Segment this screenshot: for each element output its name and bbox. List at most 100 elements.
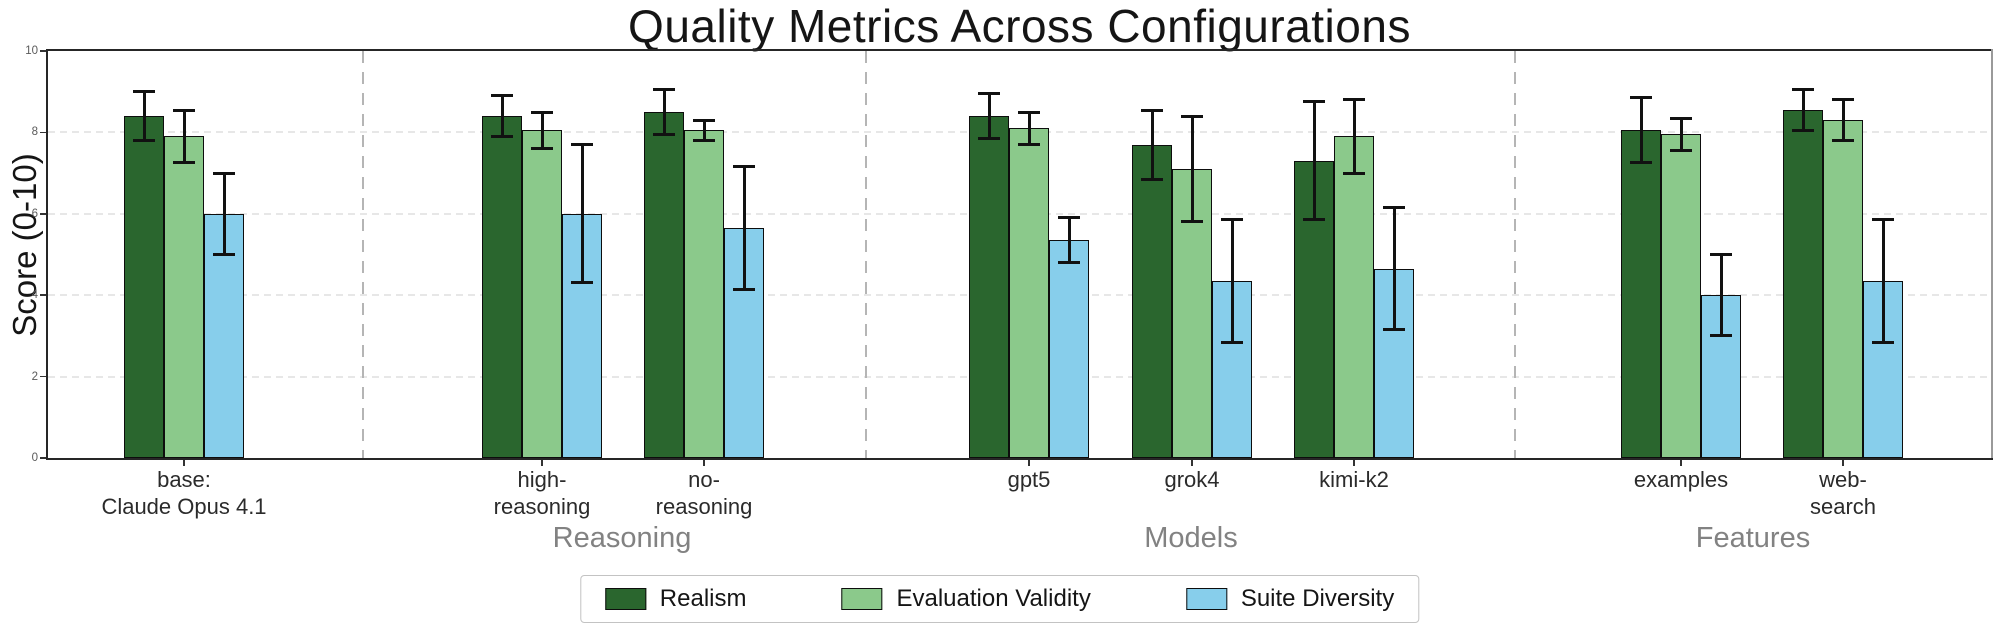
- error-bar-line: [1067, 217, 1071, 263]
- error-bar-cap: [1630, 96, 1652, 100]
- error-bar-line: [1027, 112, 1031, 145]
- x-tick-label: reasoning: [493, 494, 591, 519]
- x-tick-label: base:: [157, 467, 211, 492]
- bar-realism: [124, 116, 164, 458]
- legend-label: Suite Diversity: [1240, 585, 1395, 612]
- x-tick: [1191, 460, 1193, 466]
- bar-evaluation-validity: [1661, 134, 1701, 458]
- bar-realism: [1132, 144, 1172, 458]
- error-bar-cap: [571, 143, 593, 147]
- error-bar-cap: [1141, 177, 1163, 181]
- error-bar-cap: [1872, 340, 1894, 344]
- error-bar-cap: [1670, 149, 1692, 153]
- error-bar-line: [1392, 207, 1396, 330]
- error-bar-cap: [213, 253, 235, 256]
- section-label-features: Features: [1695, 522, 1811, 554]
- error-bar-line: [1150, 110, 1154, 180]
- x-tick-label: no-: [688, 467, 720, 492]
- bar-realism: [1783, 110, 1823, 458]
- section-label-reasoning: Reasoning: [552, 522, 692, 554]
- x-tick: [1028, 460, 1030, 466]
- error-bar-cap: [1058, 216, 1080, 220]
- error-bar-cap: [1383, 206, 1405, 210]
- y-tick-label: 4: [31, 289, 38, 302]
- y-tick: [40, 213, 46, 215]
- section-label-models: Models: [1144, 522, 1238, 554]
- legend-item: Realism: [604, 585, 746, 613]
- bar-evaluation-validity: [1334, 136, 1374, 458]
- x-tick-label: search: [1809, 494, 1877, 519]
- error-bar-cap: [133, 90, 155, 94]
- error-bar-cap: [1832, 139, 1854, 143]
- error-bar-cap: [173, 108, 195, 112]
- section-separator: [865, 51, 867, 458]
- bar-realism: [969, 116, 1009, 458]
- bar-realism: [644, 112, 684, 458]
- error-bar-cap: [1343, 98, 1365, 102]
- error-bar-cap: [531, 110, 553, 114]
- chart-title: Quality Metrics Across Configurations: [628, 0, 1411, 52]
- legend: Realism Evaluation Validity Suite Diversit…: [579, 575, 1420, 623]
- error-bar-cap: [1670, 116, 1692, 120]
- error-bar-cap: [693, 118, 715, 122]
- y-tick: [40, 131, 46, 134]
- error-bar-line: [500, 95, 504, 137]
- y-tick-label: 2: [31, 370, 38, 383]
- error-bar-line: [742, 166, 746, 290]
- error-bar-cap: [1221, 218, 1243, 222]
- error-bar-line: [1679, 118, 1683, 151]
- axis-spine-left: [46, 49, 48, 460]
- error-bar-cap: [1383, 328, 1405, 332]
- error-bar-cap: [978, 137, 1000, 140]
- error-bar-line: [142, 91, 146, 141]
- error-bar-line: [1801, 89, 1805, 131]
- error-bar-line: [1841, 99, 1845, 141]
- x-tick: [183, 460, 185, 466]
- bar-evaluation-validity: [522, 130, 562, 458]
- bar-suite-diversity: [1049, 240, 1089, 458]
- legend-swatch-icon: [604, 588, 646, 610]
- error-bar-cap: [733, 165, 755, 169]
- section-separator: [362, 51, 364, 458]
- error-bar-cap: [491, 134, 513, 138]
- x-tick-label: web-: [1819, 467, 1867, 492]
- error-bar-cap: [1792, 88, 1814, 92]
- error-bar-line: [182, 110, 186, 163]
- error-bar-line: [662, 89, 666, 135]
- legend-label: Evaluation Validity: [896, 585, 1091, 612]
- error-bar-cap: [1221, 340, 1243, 344]
- error-bar-cap: [733, 287, 755, 291]
- y-tick: [40, 457, 46, 459]
- error-bar-cap: [653, 88, 675, 92]
- x-tick: [1680, 460, 1682, 466]
- error-bar-cap: [1303, 218, 1325, 222]
- error-bar-cap: [1343, 171, 1365, 175]
- legend-swatch-icon: [1185, 588, 1227, 610]
- bar-evaluation-validity: [164, 136, 204, 458]
- error-bar-cap: [1832, 98, 1854, 102]
- x-tick-label: gpt5: [1007, 467, 1051, 492]
- y-tick: [40, 375, 46, 378]
- y-axis-label: Score (0-10): [6, 153, 43, 337]
- x-tick-label: examples: [1633, 467, 1729, 492]
- error-bar-cap: [1181, 220, 1203, 224]
- error-bar-cap: [978, 92, 1000, 96]
- error-bar-cap: [1710, 253, 1732, 256]
- error-bar-line: [1312, 101, 1316, 220]
- error-bar-cap: [1141, 108, 1163, 112]
- error-bar-line: [1639, 97, 1643, 163]
- error-bar-line: [702, 120, 706, 141]
- error-bar-line: [1719, 254, 1723, 336]
- error-bar-line: [540, 112, 544, 149]
- error-bar-cap: [1058, 261, 1080, 265]
- bar-evaluation-validity: [1009, 128, 1049, 458]
- bar-evaluation-validity: [1823, 120, 1863, 458]
- error-bar-cap: [491, 94, 513, 98]
- error-bar-line: [1230, 219, 1234, 342]
- y-tick: [40, 294, 46, 296]
- error-bar-cap: [1018, 110, 1040, 114]
- bar-realism: [1621, 130, 1661, 458]
- error-bar-cap: [1303, 100, 1325, 104]
- error-bar-cap: [1181, 114, 1203, 118]
- error-bar-cap: [1018, 143, 1040, 147]
